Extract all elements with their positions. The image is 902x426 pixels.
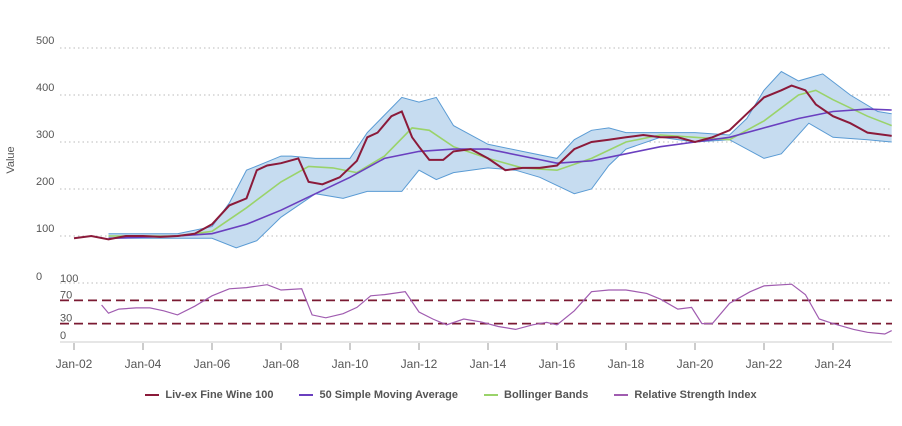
rsi-line: [101, 283, 892, 335]
legend-item-sma[interactable]: 50 Simple Moving Average: [299, 389, 458, 401]
bollinger-lower-band: [108, 122, 892, 249]
x-tick-label: Jan-16: [539, 357, 576, 371]
legend-swatch: [299, 394, 314, 396]
legend-label: 50 Simple Moving Average: [319, 389, 459, 401]
legend-swatch: [484, 394, 499, 396]
x-tick-label: Jan-08: [263, 357, 300, 371]
y-tick-label: 300: [36, 129, 54, 141]
legend: Liv-ex Fine Wine 100 50 Simple Moving Av…: [0, 389, 902, 401]
legend-label: Relative Strength Index: [634, 389, 757, 401]
x-tick-label: Jan-24: [815, 357, 852, 371]
x-tick-label: Jan-04: [125, 357, 162, 371]
x-tick-label: Jan-14: [470, 357, 507, 371]
y-tick-label: 500: [36, 35, 54, 47]
y-axis-label: Value: [5, 146, 17, 173]
bollinger-upper-band: [108, 70, 892, 235]
x-tick-label: Jan-06: [194, 357, 231, 371]
x-tick-label: Jan-22: [746, 357, 783, 371]
legend-item-wine[interactable]: Liv-ex Fine Wine 100: [145, 389, 273, 401]
legend-swatch: [145, 394, 160, 396]
legend-item-bollinger[interactable]: Bollinger Bands: [484, 389, 588, 401]
rsi-y-tick-label: 100: [60, 273, 78, 285]
rsi-y-tick-label: 30: [60, 313, 72, 325]
rsi-y-tick-label: 70: [60, 289, 72, 301]
x-tick-label: Jan-18: [608, 357, 645, 371]
y-tick-label: 100: [36, 223, 54, 235]
x-tick-label: Jan-12: [401, 357, 438, 371]
rsi-y-tick-label: 0: [60, 330, 66, 342]
wine-index-line: [73, 84, 892, 241]
y-tick-label: 400: [36, 82, 54, 94]
legend-item-rsi[interactable]: Relative Strength Index: [614, 389, 757, 401]
bollinger-band-area: [108, 71, 892, 248]
x-tick-label: Jan-02: [56, 357, 93, 371]
bollinger-middle-line: [108, 89, 892, 237]
sma-line: [108, 108, 892, 240]
y-tick-label: 200: [36, 176, 54, 188]
legend-label: Liv-ex Fine Wine 100: [165, 389, 274, 401]
legend-label: Bollinger Bands: [504, 389, 589, 401]
legend-swatch: [614, 394, 629, 396]
x-tick-label: Jan-10: [332, 357, 369, 371]
y-tick-label: 0: [36, 271, 42, 283]
x-tick-label: Jan-20: [677, 357, 714, 371]
